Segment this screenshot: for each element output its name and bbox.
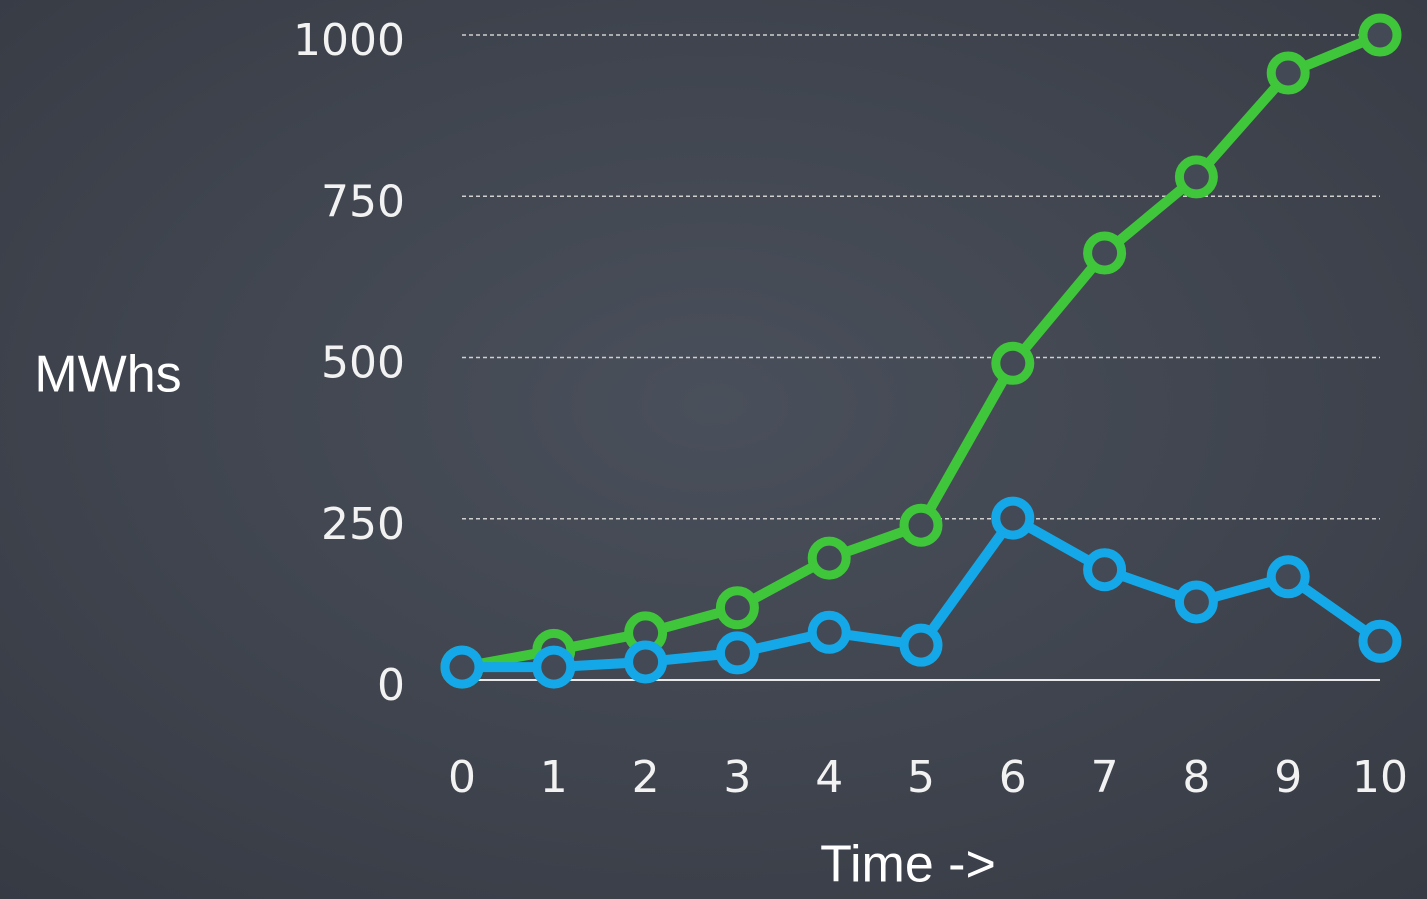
plot	[440, 13, 1402, 689]
x-tick-label: 8	[1182, 752, 1210, 803]
x-tick-label: 6	[999, 752, 1027, 803]
x-axis-label: Time ->	[820, 836, 996, 894]
point	[1266, 555, 1310, 599]
x-tick-label: 5	[907, 752, 935, 803]
y-tick-label: 1000	[293, 15, 405, 66]
y-axis-label: MWhs	[34, 346, 181, 404]
x-tick-label: 1	[540, 752, 568, 803]
point	[624, 640, 668, 684]
x-tick-label: 7	[1091, 752, 1119, 803]
point	[807, 536, 851, 580]
point	[1174, 155, 1218, 199]
point	[715, 631, 759, 675]
point	[1358, 619, 1402, 663]
y-tick-label: 500	[321, 338, 405, 389]
x-tick-label: 4	[815, 752, 843, 803]
point	[1083, 548, 1127, 592]
point	[807, 610, 851, 654]
y-tick-label: 250	[321, 499, 405, 550]
point	[1083, 231, 1127, 275]
point	[1174, 580, 1218, 624]
x-tick-label: 0	[448, 752, 476, 803]
point	[440, 645, 484, 689]
y-tick-label: 0	[377, 660, 405, 711]
point	[899, 623, 943, 667]
point	[991, 496, 1035, 540]
x-tick-label: 9	[1274, 752, 1302, 803]
point	[899, 503, 943, 547]
point	[532, 645, 576, 689]
y-tick-label: 750	[321, 176, 405, 227]
point	[715, 586, 759, 630]
x-tick-label: 3	[723, 752, 751, 803]
x-tick-label: 10	[1352, 752, 1408, 803]
point	[1266, 51, 1310, 95]
point	[1358, 13, 1402, 57]
point	[991, 341, 1035, 385]
x-tick-label: 2	[632, 752, 660, 803]
